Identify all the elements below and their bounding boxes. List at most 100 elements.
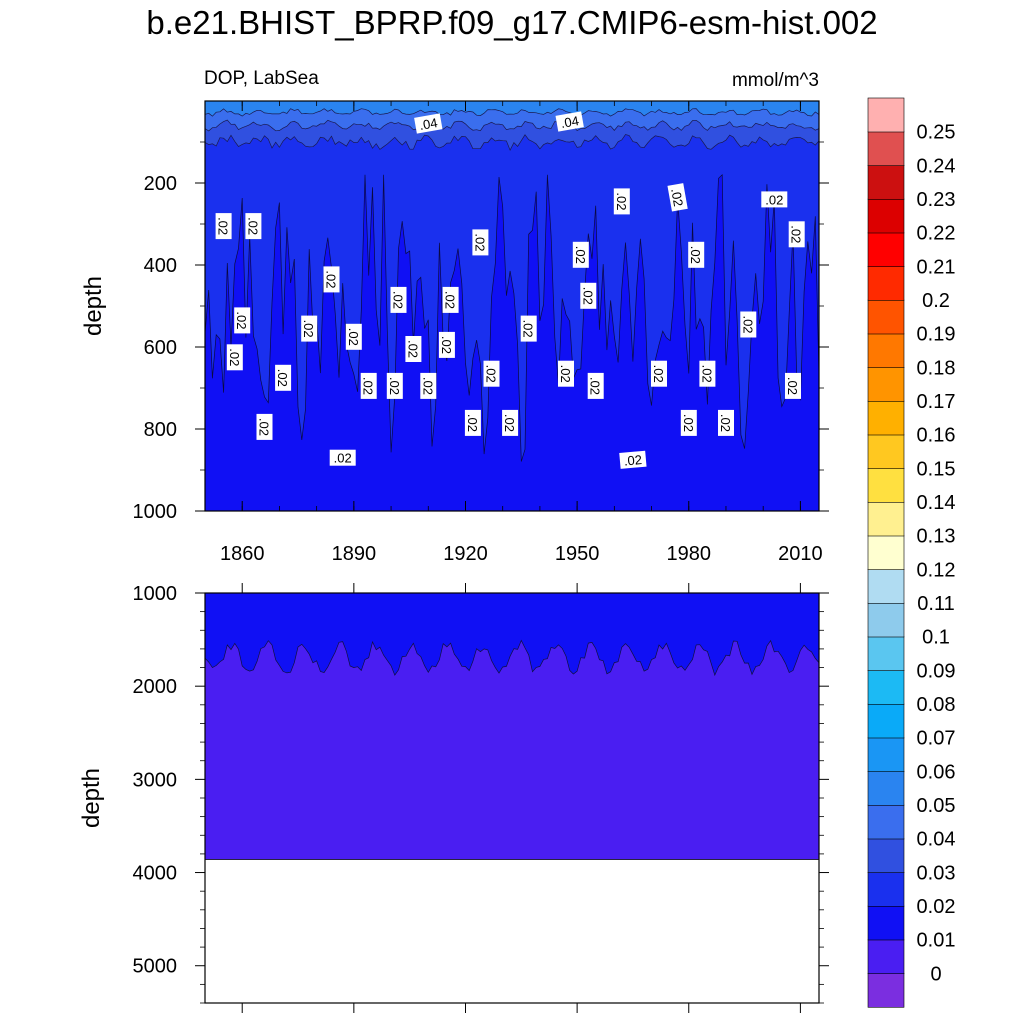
contour-label: .02 bbox=[215, 213, 232, 240]
contour-label-box bbox=[680, 409, 697, 436]
contour-label: .02 bbox=[275, 364, 292, 391]
upper-y-axis-label: depth bbox=[80, 276, 107, 336]
contour-label-box bbox=[483, 360, 500, 387]
contour-label-box bbox=[613, 188, 630, 215]
colorbar-label: 0.04 bbox=[917, 829, 956, 851]
colorbar-swatch bbox=[867, 804, 905, 840]
x-tick-label: 2010 bbox=[778, 543, 823, 565]
contour-label: .02 bbox=[442, 286, 459, 313]
colorbar-swatch bbox=[867, 434, 905, 470]
contour-label: .02 bbox=[405, 336, 422, 362]
contour-label-box bbox=[405, 336, 422, 362]
contour-label-box bbox=[619, 450, 647, 469]
colorbar-label: 0.18 bbox=[917, 357, 956, 379]
colorbar-swatch bbox=[867, 871, 905, 907]
contour-label-box bbox=[420, 372, 437, 399]
contour-label-box bbox=[234, 307, 251, 334]
colorbar-label: 0.13 bbox=[917, 526, 956, 548]
colorbar-label: 0.14 bbox=[917, 492, 956, 514]
y-tick-label: 600 bbox=[144, 337, 177, 359]
contour-label-box bbox=[555, 111, 584, 132]
colorbar-label: 0.21 bbox=[917, 256, 956, 278]
contour-label-text: .02 bbox=[465, 414, 480, 432]
contour-label-box bbox=[667, 183, 688, 212]
contour-label: .02 bbox=[558, 360, 574, 387]
colorbar-swatch bbox=[867, 905, 905, 941]
y-tick-label: 1000 bbox=[133, 583, 178, 605]
colorbar-swatch bbox=[867, 535, 905, 571]
contour-label-box bbox=[345, 323, 362, 350]
x-tick-label: 1950 bbox=[555, 543, 600, 565]
contour-label-box bbox=[688, 241, 705, 268]
contour-label-box bbox=[558, 360, 574, 387]
upper-panel: .04 .04 .02 .02 .02 .02 .02 .02 .02 .02 .02 .02 .02.… bbox=[133, 100, 829, 565]
contour-label: .02 bbox=[580, 282, 597, 309]
x-tick-label: 1980 bbox=[667, 543, 712, 565]
contour-0.01-region bbox=[205, 593, 819, 677]
colorbar-swatch bbox=[867, 467, 905, 503]
contour-label: .02 bbox=[613, 188, 630, 215]
colorbar bbox=[867, 97, 905, 1008]
colorbar-swatch bbox=[867, 366, 905, 402]
colorbar-label: 0.17 bbox=[917, 391, 956, 413]
contour-label-box bbox=[699, 360, 716, 387]
colorbar-swatch bbox=[867, 939, 905, 975]
contour-label-text: .02 bbox=[346, 328, 361, 346]
contour-label-text: .02 bbox=[361, 377, 376, 395]
contour-label-text: .02 bbox=[324, 270, 339, 288]
contour-label-text: .02 bbox=[484, 365, 499, 383]
colorbar-label: 0.06 bbox=[917, 761, 956, 783]
contour-label-box bbox=[520, 315, 537, 342]
contour-label: .04 bbox=[555, 111, 584, 132]
contour-label: .02 bbox=[386, 372, 403, 399]
lower-axis-ticks: 1000 2000 3000 4000 5000 bbox=[133, 583, 829, 1013]
contour-label: .02 bbox=[234, 307, 251, 334]
contour-label-box bbox=[226, 344, 243, 371]
contour-label-text: .02 bbox=[558, 365, 573, 383]
contour-label: .02 bbox=[651, 360, 667, 387]
contour-label-text: .02 bbox=[718, 414, 733, 432]
contour-label-box bbox=[761, 191, 788, 208]
contour-label-text: .02 bbox=[502, 414, 517, 432]
y-tick-label: 1000 bbox=[133, 501, 178, 523]
colorbar-swatch bbox=[867, 97, 905, 133]
colorbar-swatch bbox=[867, 737, 905, 773]
contour-label-box bbox=[390, 286, 407, 313]
colorbar-label: 0.05 bbox=[917, 795, 956, 817]
colorbar-label: 0.19 bbox=[917, 324, 956, 346]
contour-label-text: .02 bbox=[521, 320, 536, 338]
colorbar-swatch bbox=[867, 299, 905, 335]
colorbar-label: 0 bbox=[930, 963, 941, 985]
contour-label: .02 bbox=[226, 344, 243, 371]
contour-label-box bbox=[215, 213, 232, 240]
colorbar-swatch bbox=[867, 972, 905, 1008]
contour-label-text: .02 bbox=[765, 192, 783, 207]
contour-label-text: .02 bbox=[668, 187, 686, 207]
contour-label: .02 bbox=[740, 311, 757, 338]
colorbar-labels: 0 0.01 0.02 0.03 0.04 0.05 0.06 0.07 0.08 0.09 0.1… bbox=[917, 122, 956, 986]
contour-label-text: .02 bbox=[275, 369, 290, 387]
colorbar-swatch bbox=[867, 501, 905, 537]
colorbar-swatch bbox=[867, 232, 905, 267]
colorbar-label: 0.02 bbox=[917, 896, 956, 918]
contour-label-text: .02 bbox=[391, 291, 406, 309]
colorbar-swatch bbox=[867, 770, 905, 806]
contour-label: .02 bbox=[502, 409, 519, 436]
contour-label-text: .02 bbox=[472, 233, 487, 251]
contour-label-text: .02 bbox=[439, 336, 454, 354]
contour-label: .02 bbox=[688, 241, 705, 268]
contour-label-text: .02 bbox=[614, 192, 629, 210]
colorbar-swatch bbox=[867, 669, 905, 705]
contour-label-text: .02 bbox=[785, 377, 800, 395]
contour-label-box bbox=[740, 311, 757, 338]
colorbar-label: 0.01 bbox=[917, 930, 956, 952]
colorbar-swatch bbox=[867, 265, 905, 301]
contour-label-text: .02 bbox=[227, 348, 242, 366]
contour-label-box bbox=[580, 282, 597, 309]
colorbar-label: 0.16 bbox=[917, 425, 956, 447]
colorbar-swatch bbox=[867, 400, 905, 436]
left-subtitle: DOP, LabSea bbox=[204, 68, 319, 89]
upper-axis-ticks: 1860 1890 1920 1950 1980 2010 200 400 600 800 1000 bbox=[133, 101, 829, 565]
colorbar-swatch bbox=[867, 198, 905, 234]
